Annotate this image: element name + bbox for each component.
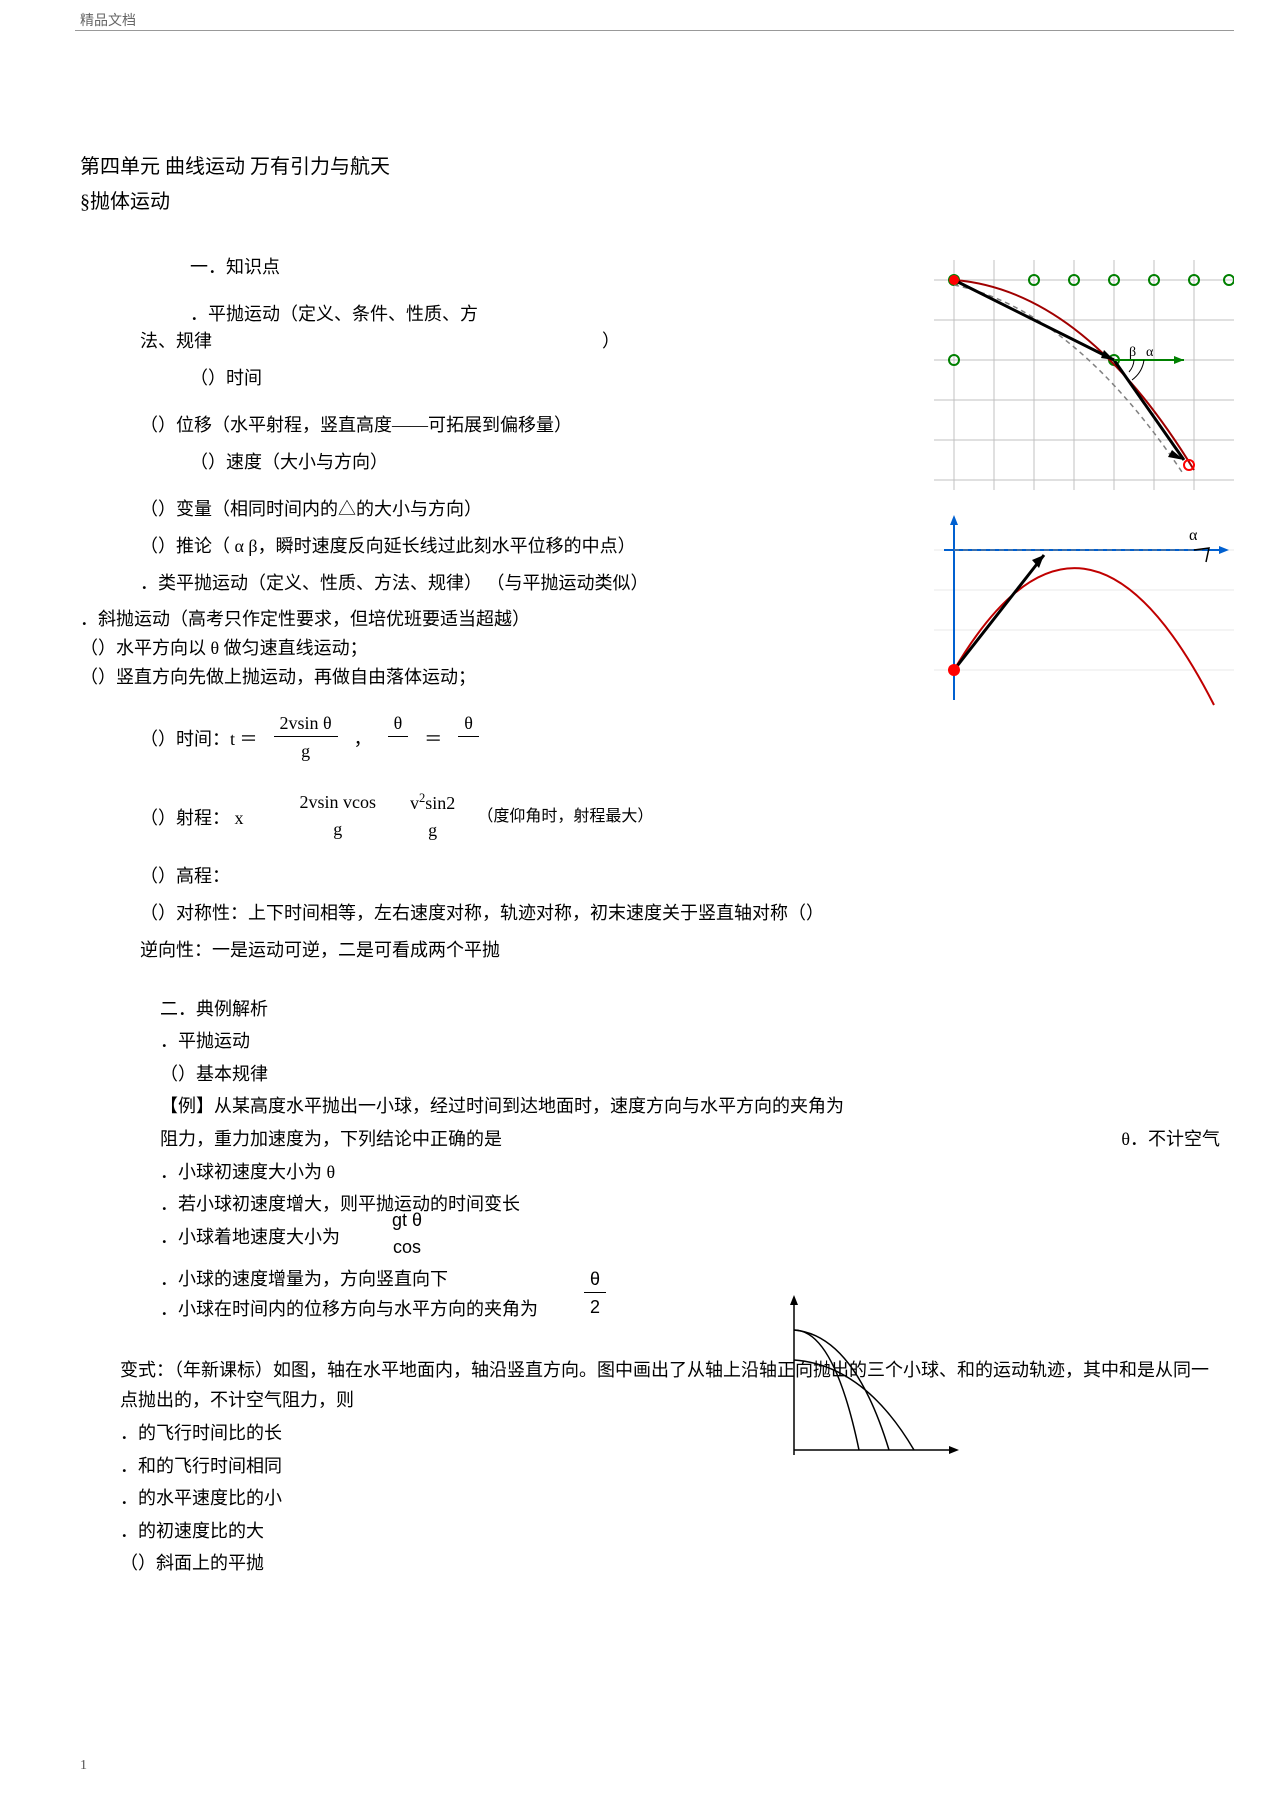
variant-block: 变式：（年新课标）如图，轴在水平地面内，轴沿竖直方向。图中画出了从轴上沿轴正向抛… [120,1355,1234,1579]
unit-title: 第四单元 曲线运动 万有引力与航天 [80,150,1234,179]
svg-text:α: α [1146,345,1154,360]
time-formula: （）时间：t ＝ 2vsin θ g ， θ ＝ θ [140,711,1234,766]
sect2-h2: （）基本规律 [160,1059,1234,1090]
rev: 逆向性：一是运动可逆，二是可看成两个平抛 [140,937,1234,964]
time-den3 [460,737,477,766]
height: （）高程： [140,863,1234,890]
header-divider [75,30,1234,31]
e-den: 2 [584,1293,606,1322]
svg-text:α: α [1189,527,1198,544]
arc-diagram: α [934,510,1234,710]
ex-line2a: 阻力，重力加速度为，下列结论中正确的是 [160,1124,502,1155]
range-label: （）射程： x [140,804,244,830]
projectile-diagram: β α [934,260,1234,490]
sect2-heading: 二．典例解析 [160,994,1234,1025]
opt-c: ．小球着地速度大小为 [160,1222,340,1253]
sect2-h1: ．平抛运动 [160,1026,1234,1057]
sect2: 二．典例解析 ．平抛运动 （）基本规律 【例】从某高度水平抛出一小球，经过时间到… [160,994,1234,1325]
range-num1: 2vsin vcos [294,790,383,815]
c-den: cos [387,1233,427,1262]
time-label: （）时间：t ＝ [140,725,258,751]
var-b: ．和的飞行时间相同 [120,1451,1234,1482]
ex-line1: 【例】从某高度水平抛出一小球，经过时间到达地面时，速度方向与水平方向的夹角为 [160,1091,1234,1122]
range-den: g [327,815,348,844]
var-a: ．的飞行时间比的长 [120,1418,1234,1449]
opt-d: ．小球的速度增量为，方向竖直向下 [160,1264,538,1295]
e-num: θ [584,1267,606,1293]
time-num3: θ [458,711,479,737]
var-d: ．的初速度比的大 [120,1516,1234,1547]
sym: （）对称性：上下时间相等，左右速度对称，轨迹对称，初末速度关于竖直轴对称（） [140,900,1234,927]
svg-text:β: β [1129,345,1136,360]
time-mid: ， [354,725,372,751]
time-den2 [390,737,407,766]
var-c: ．的水平速度比的小 [120,1483,1234,1514]
page-number: 1 [80,1758,87,1774]
opt-b: ．若小球初速度增大，则平抛运动的时间变长 [160,1189,1234,1220]
section-title: §抛体运动 [80,185,1234,214]
var-e: （）斜面上的平抛 [120,1548,1234,1579]
p1c: ） [602,328,620,355]
range-note: （度仰角时，射程最大） [477,807,653,826]
range-den2: g [422,816,443,845]
three-curves-diagram [764,1290,964,1470]
time-eq: ＝ [424,725,442,751]
p1b: 法、规律 [140,328,212,355]
range-num2: v2sin2 [404,790,461,816]
range-formula: （）射程： x 2vsin vcos g v2sin2 g （度仰角时，射程最大… [140,790,1234,845]
ex-right: θ．不计空气 [1121,1124,1220,1155]
time-num1: 2vsin θ [274,711,338,737]
variant-intro: 变式：（年新课标）如图，轴在水平地面内，轴沿竖直方向。图中画出了从轴上沿轴正向抛… [120,1355,1220,1416]
time-den1: g [295,737,316,766]
opt-a: ．小球初速度大小为 θ [160,1157,1234,1188]
c-num: gt θ [386,1208,428,1233]
opt-e: ．小球在时间内的位移方向与水平方向的夹角为 [160,1294,538,1325]
time-num2: θ [388,711,409,737]
header-tag: 精品文档 [80,10,136,30]
